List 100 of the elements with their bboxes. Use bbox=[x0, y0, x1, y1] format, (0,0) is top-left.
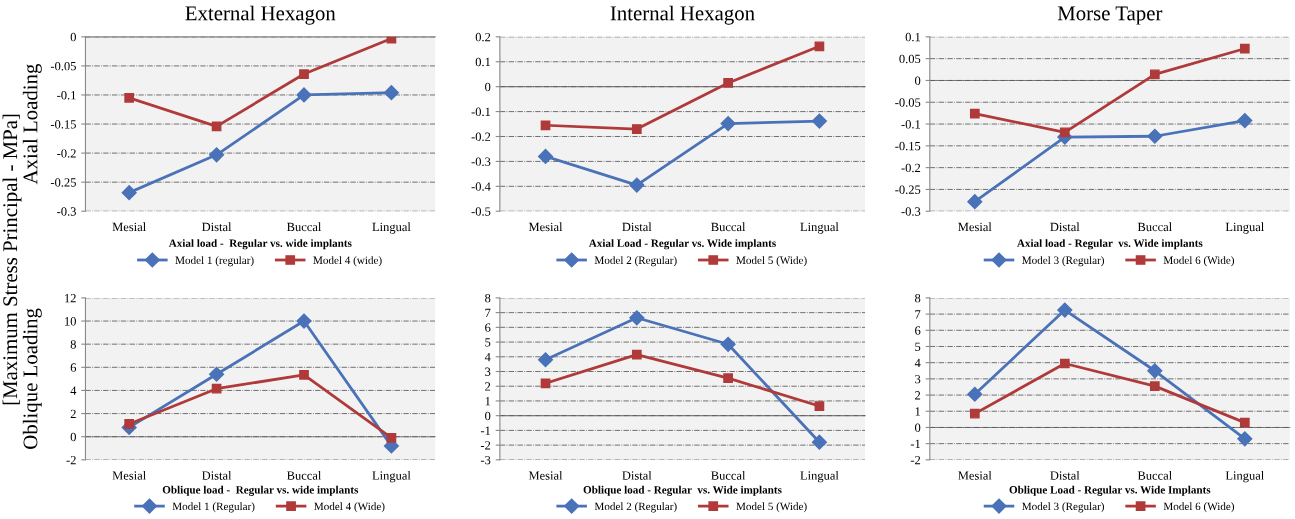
y-tick-label: 7 bbox=[915, 310, 921, 319]
y-tick-label: 0.05 bbox=[899, 54, 921, 64]
x-tick-label: Lingual bbox=[1225, 470, 1265, 483]
y-tick-label: 0 bbox=[70, 432, 76, 442]
legend-label: Model 2 (Regular) bbox=[594, 502, 677, 513]
text: [Maximum Stress Principal - MPa] bbox=[2, 114, 22, 405]
legend-label: Model 4 (Wide) bbox=[314, 502, 385, 513]
y-tick-label: 12 bbox=[65, 293, 76, 303]
y-tick-label: 6 bbox=[70, 363, 77, 372]
x-tick-label: Buccal bbox=[287, 222, 322, 232]
y-tick-label: 0 bbox=[485, 411, 491, 421]
chart-title: Morse Taper bbox=[1057, 6, 1163, 25]
legend-label: Model 4 (wide) bbox=[313, 256, 382, 267]
y-tick-label: -0.25 bbox=[895, 185, 921, 194]
y-tick-label: 1 bbox=[485, 397, 491, 406]
y-tick-label: 2 bbox=[485, 382, 491, 391]
x-axis-title: Axial Load - Regular vs. Wide implants bbox=[588, 239, 776, 250]
legend-label: Model 6 (Wide) bbox=[1163, 256, 1235, 267]
legend-label: Model 3 (Regular) bbox=[1022, 256, 1104, 267]
y-tick-label: 4 bbox=[484, 352, 491, 362]
y-tick-label: -0.1 bbox=[57, 91, 76, 100]
y-tick-label: 8 bbox=[485, 293, 491, 303]
x-tick-label: Mesial bbox=[112, 470, 146, 480]
x-tick-label: Distal bbox=[202, 470, 232, 480]
y-tick-label: 5 bbox=[915, 342, 921, 351]
y-tick-label: -0.3 bbox=[901, 207, 921, 216]
y-tick-label: 4 bbox=[914, 358, 921, 368]
x-tick-label: Lingual bbox=[1225, 222, 1265, 234]
chart-title: External Hexagon bbox=[185, 5, 336, 25]
x-tick-label: Distal bbox=[202, 222, 232, 232]
y-tick-label: -0.25 bbox=[50, 178, 76, 187]
x-tick-label: Buccal bbox=[1137, 222, 1172, 232]
x-tick-label: Mesial bbox=[528, 222, 563, 232]
y-tick-label: 8 bbox=[70, 340, 76, 349]
y-tick-label: 0 bbox=[485, 82, 491, 92]
y-tick-label: 1 bbox=[915, 407, 921, 416]
y-tick-label: -0.2 bbox=[471, 132, 491, 142]
y-tick-label: 0.1 bbox=[905, 32, 921, 42]
legend-label: Model 2 (Regular) bbox=[594, 256, 677, 267]
y-tick-label: -2 bbox=[480, 441, 491, 450]
x-tick-label: Mesial bbox=[112, 222, 146, 232]
y-tick-label: 0 bbox=[915, 76, 921, 85]
x-tick-label: Lingual bbox=[800, 470, 839, 483]
y-tick-label: 3 bbox=[915, 374, 921, 384]
legend-label: Model 6 (Wide) bbox=[1163, 502, 1235, 513]
x-tick-label: Distal bbox=[1050, 470, 1080, 480]
y-tick-label: -0.3 bbox=[471, 157, 491, 166]
x-tick-label: Mesial bbox=[528, 470, 563, 480]
y-tick-label: -1 bbox=[910, 439, 921, 448]
x-tick-label: Buccal bbox=[711, 222, 746, 232]
y-tick-label: -0.2 bbox=[57, 149, 76, 158]
legend-label: Model 3 (Regular) bbox=[1022, 502, 1104, 513]
y-tick-label: -0.5 bbox=[471, 207, 491, 216]
y-tick-label: 0.1 bbox=[475, 57, 491, 67]
y-tick-label: -0.2 bbox=[901, 163, 921, 173]
x-tick-label: Distal bbox=[622, 470, 652, 480]
y-tick-label: -0.15 bbox=[50, 120, 76, 129]
y-axis-title: Axial Loading bbox=[22, 63, 42, 185]
legend-label: Model 5 (Wide) bbox=[736, 502, 807, 513]
x-tick-label: Lingual bbox=[372, 470, 411, 483]
x-axis-title: Axial load - Regular vs. Wide implants bbox=[1017, 239, 1203, 250]
y-tick-label: 6 bbox=[485, 323, 491, 332]
x-axis-title: Oblique load - Regular vs. Wide implants bbox=[583, 485, 782, 496]
x-tick-label: Mesial bbox=[958, 470, 992, 480]
y-tick-label: 8 bbox=[915, 293, 921, 303]
legend-label: Model 5 (Wide) bbox=[736, 256, 807, 267]
x-tick-label: Lingual bbox=[372, 222, 411, 234]
y-tick-label: -2 bbox=[66, 455, 76, 465]
legend-label: Model 1 (regular) bbox=[175, 256, 254, 267]
y-tick-label: 0 bbox=[70, 32, 76, 42]
y-tick-label: 3 bbox=[485, 367, 491, 376]
x-tick-label: Distal bbox=[1050, 222, 1080, 232]
y-tick-label: 5 bbox=[485, 338, 491, 347]
y-tick-label: -0.3 bbox=[57, 207, 76, 216]
y-tick-label: 2 bbox=[915, 391, 921, 400]
y-tick-label: 4 bbox=[70, 386, 77, 395]
y-tick-label: -3 bbox=[480, 455, 491, 465]
y-tick-label: 10 bbox=[65, 317, 76, 326]
y-tick-label: -0.1 bbox=[471, 107, 491, 117]
x-tick-label: Buccal bbox=[1137, 470, 1172, 480]
x-axis-title: Oblique Load - Regular vs. Wide Implants bbox=[1009, 485, 1211, 496]
y-tick-label: -0.4 bbox=[471, 182, 491, 191]
x-tick-label: Lingual bbox=[800, 222, 839, 234]
y-tick-label: -1 bbox=[480, 426, 491, 435]
x-tick-label: Mesial bbox=[958, 222, 992, 232]
y-tick-label: -0.1 bbox=[901, 120, 921, 129]
y-axis-title: Oblique Loading bbox=[22, 308, 42, 449]
y-tick-label: 7 bbox=[485, 308, 491, 317]
chart-title: Internal Hexagon bbox=[610, 5, 755, 25]
x-tick-label: Buccal bbox=[287, 470, 322, 480]
y-tick-label: -0.15 bbox=[895, 141, 921, 151]
y-tick-label: 0.2 bbox=[475, 32, 491, 42]
y-tick-label: 2 bbox=[70, 409, 76, 418]
x-axis-title: Oblique load - Regular vs. wide implants bbox=[162, 485, 359, 496]
y-tick-label: 6 bbox=[915, 326, 921, 335]
x-tick-label: Buccal bbox=[711, 470, 746, 480]
legend-label: Model 1 (Regular) bbox=[172, 502, 255, 513]
y-tick-label: -0.05 bbox=[50, 61, 76, 71]
x-axis-title: Axial load - Regular vs. wide implants bbox=[168, 239, 352, 250]
y-tick-label: -2 bbox=[910, 455, 921, 465]
